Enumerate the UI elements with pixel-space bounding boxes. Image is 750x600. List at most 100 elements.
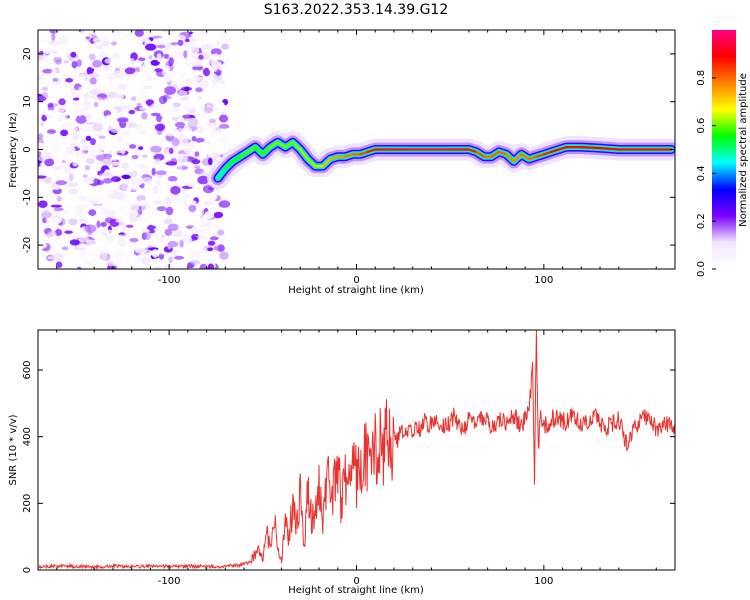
noise-speckle (112, 52, 121, 60)
noise-speckle (178, 202, 185, 208)
colorbar-tick-label: 0.6 (696, 118, 707, 134)
noise-speckle (68, 218, 78, 226)
noise-speckle (104, 58, 113, 64)
noise-speckle (46, 195, 55, 199)
noise-speckle (41, 86, 48, 91)
noise-speckle (61, 140, 69, 144)
noise-speckle (47, 102, 54, 108)
noise-speckle (104, 114, 117, 124)
noise-speckle (129, 144, 137, 149)
noise-speckle (209, 207, 215, 213)
noise-speckle (69, 239, 80, 246)
noise-speckle (94, 85, 101, 90)
noise-speckle (187, 212, 193, 218)
noise-speckle (137, 59, 142, 67)
noise-speckle (84, 165, 91, 171)
noise-speckle (150, 112, 161, 117)
ridge-segment (557, 146, 568, 151)
noise-speckle (39, 170, 46, 176)
noise-speckle (55, 30, 65, 37)
ridge-segment (505, 153, 516, 163)
noise-speckle (84, 260, 94, 265)
colorbar-gradient (712, 30, 736, 269)
noise-speckle (96, 154, 105, 161)
noise-speckle (177, 39, 184, 46)
noise-speckle (69, 30, 79, 38)
noise-speckle (174, 34, 187, 42)
noise-speckle (113, 70, 125, 79)
noise-speckle (117, 234, 126, 239)
noise-speckle (105, 76, 117, 80)
noise-speckle (43, 176, 52, 184)
noise-speckle (129, 184, 141, 191)
noise-speckle (153, 227, 166, 233)
noise-speckle (80, 146, 89, 151)
noise-speckle (170, 185, 181, 195)
noise-speckle (128, 210, 139, 213)
noise-speckle (153, 200, 163, 205)
noise-speckle (70, 142, 77, 149)
noise-speckle (195, 137, 205, 143)
noise-speckle (48, 217, 61, 224)
ridge-segment (254, 146, 264, 156)
noise-speckle (191, 136, 197, 142)
noise-speckle (187, 143, 196, 148)
noise-speckle (40, 150, 53, 160)
noise-speckle (158, 160, 168, 165)
noise-speckle (56, 118, 63, 122)
ridge-segment (276, 141, 287, 149)
noise-speckle (150, 145, 162, 153)
ridge-segment (467, 148, 478, 153)
noise-speckle (102, 201, 112, 210)
noise-speckle (177, 89, 187, 98)
noise-speckle (46, 110, 56, 117)
noise-speckle (183, 50, 188, 59)
noise-speckle (77, 73, 88, 78)
x-tick-label: 100 (534, 275, 553, 286)
noise-speckle (165, 206, 174, 216)
noise-speckle (111, 41, 118, 46)
noise-speckle (164, 228, 173, 236)
noise-speckle (121, 174, 131, 180)
noise-speckle (166, 153, 174, 159)
noise-speckle (198, 54, 204, 60)
ridge-segment (598, 147, 620, 151)
noise-speckle (181, 192, 191, 198)
noise-speckle (152, 185, 159, 194)
ridge-segment (520, 153, 531, 161)
noise-speckle (132, 176, 144, 186)
noise-speckle (84, 179, 95, 184)
noise-speckle (184, 107, 193, 112)
noise-speckle (93, 101, 99, 108)
ridge-segment (284, 141, 294, 149)
noise-speckle (208, 65, 218, 73)
noise-speckle (103, 210, 111, 218)
noise-speckle (38, 142, 47, 148)
noise-speckle (138, 146, 144, 151)
noise-speckle (65, 78, 74, 83)
noise-speckle (189, 194, 201, 198)
ridge-segment (535, 153, 546, 158)
ridge-segment (261, 146, 272, 156)
snr-panel: -100 0 100 0 200 400 600 Height of straight li… (8, 329, 676, 596)
noise-speckle (60, 129, 69, 137)
noise-speckle (141, 112, 148, 120)
noise-speckle (152, 212, 163, 219)
noise-speckle (88, 199, 99, 204)
noise-speckle (79, 30, 87, 38)
y-tick-label: 0 (22, 567, 33, 573)
noise-speckle (68, 173, 74, 182)
noise-speckle (105, 234, 114, 244)
noise-speckle (171, 106, 181, 115)
noise-speckle (173, 229, 183, 238)
noise-speckle (177, 153, 188, 162)
noise-speckle (209, 236, 219, 241)
noise-speckle (105, 188, 115, 194)
noise-speckle (151, 167, 156, 176)
noise-speckle (114, 213, 125, 219)
noise-speckle (156, 53, 162, 62)
noise-speckle (127, 162, 139, 170)
noise-speckle (85, 113, 92, 122)
noise-speckle (138, 96, 146, 104)
noise-speckle (58, 98, 66, 106)
